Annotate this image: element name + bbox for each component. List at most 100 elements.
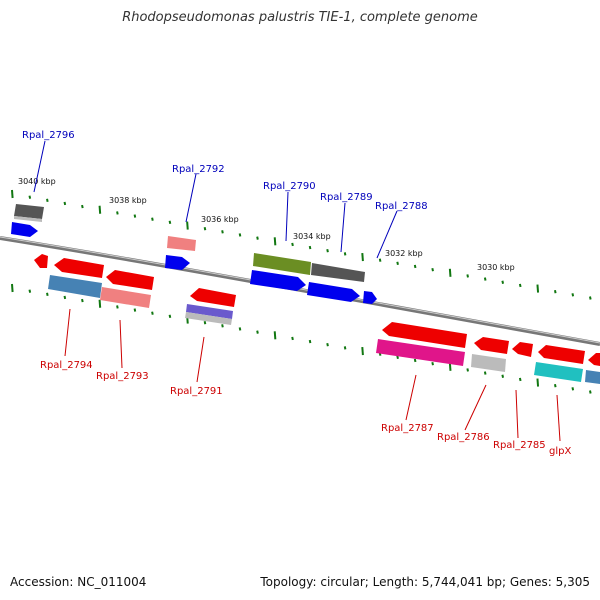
label-rpal-2794[interactable]: Rpal_2794 (40, 360, 93, 371)
scale-tick (361, 252, 364, 262)
scale-tick (273, 237, 277, 246)
genome-summary-text: Topology: circular; Length: 5,744,041 bp… (260, 575, 590, 589)
scale-tick (343, 346, 347, 350)
scale-tick (98, 299, 102, 308)
scale-tick (413, 264, 417, 269)
scale-tick (308, 245, 312, 250)
scale-tick (308, 339, 312, 344)
label-rpal-2791[interactable]: Rpal_2791 (170, 386, 223, 397)
label-rpal-2796[interactable]: Rpal_2796 (22, 130, 75, 141)
top-callouts (33, 140, 398, 259)
scale-tick (28, 289, 32, 293)
scale-tick (221, 324, 224, 328)
scale-label-3034: 3034 kbp (293, 232, 331, 241)
scale-tick (536, 284, 540, 293)
label-rpal-2787[interactable]: Rpal_2787 (381, 423, 434, 434)
scale-tick (81, 204, 84, 209)
scale-tick (466, 368, 469, 372)
gene-arrow-edge-right[interactable] (588, 353, 600, 366)
scale-tick (518, 283, 522, 288)
scale-tick (378, 258, 382, 262)
scale-tick (501, 374, 505, 378)
scale-tick (326, 343, 329, 347)
gene-arrow-rpal-2786[interactable] (471, 337, 509, 372)
reverse-strand-features (34, 254, 600, 384)
bottom-gene-labels: Rpal_2794 Rpal_2793 Rpal_2791 Rpal_2787 … (40, 360, 571, 457)
scale-tick (11, 283, 14, 293)
scale-tick (116, 305, 119, 309)
scale-tick (273, 331, 277, 340)
label-glpx[interactable]: glpX (549, 446, 571, 457)
scale-tick (518, 377, 522, 382)
gene-arrow-rpal-2793[interactable] (100, 270, 154, 308)
scale-tick (203, 320, 207, 325)
scale-tick (553, 290, 557, 294)
scale-tick (589, 390, 592, 394)
scale-tick (291, 242, 294, 247)
scale-tick (553, 384, 557, 388)
scale-tick (361, 346, 364, 356)
scale-tick (536, 378, 540, 387)
gene-arrow-rpal-2792[interactable] (165, 236, 196, 270)
forward-strand-features (11, 204, 377, 304)
accession-text: Accession: NC_011004 (10, 575, 147, 589)
gene-arrow-rpal-2790[interactable] (250, 253, 311, 291)
gene-arrow-small-left[interactable] (34, 254, 48, 268)
scale-tick (589, 296, 592, 300)
scale-tick (256, 330, 259, 334)
scale-tick (238, 233, 242, 237)
label-rpal-2792[interactable]: Rpal_2792 (172, 164, 225, 175)
scale-tick (571, 293, 575, 297)
scale-label-3030: 3030 kbp (477, 263, 515, 272)
gene-arrow-rpal-2785[interactable] (512, 342, 533, 357)
gene-arrow-rpal-2787[interactable] (376, 322, 467, 366)
label-rpal-2793[interactable]: Rpal_2793 (96, 371, 149, 382)
scale-tick (46, 198, 49, 202)
genome-backbone (0, 236, 600, 346)
scale-tick (116, 211, 119, 215)
gene-arrow-rpal-2789[interactable] (307, 263, 365, 302)
scale-tick (151, 217, 154, 221)
scale-tick (326, 249, 329, 253)
scale-tick (448, 268, 452, 277)
scale-tick (483, 371, 487, 375)
scale-tick (151, 311, 154, 315)
scale-tick (571, 387, 575, 391)
scale-tick (63, 201, 67, 206)
scale-tick (483, 277, 487, 281)
scale-tick (256, 236, 259, 240)
scale-tick (221, 230, 224, 234)
gene-arrow-rpal-2796[interactable] (11, 204, 44, 237)
gene-arrow-edge-right-2[interactable] (585, 370, 600, 384)
scale-tick (28, 195, 32, 199)
label-rpal-2785[interactable]: Rpal_2785 (493, 440, 546, 451)
scale-tick (448, 362, 452, 371)
label-rpal-2786[interactable]: Rpal_2786 (437, 432, 490, 443)
scale-tick (168, 314, 172, 319)
scale-tick (431, 361, 434, 366)
scale-tick (501, 280, 505, 284)
scale-label-3040: 3040 kbp (18, 177, 56, 186)
scale-tick (396, 261, 399, 266)
gene-arrow-rpal-2794[interactable] (48, 258, 104, 298)
scale-tick (63, 295, 67, 300)
scale-tick (46, 292, 49, 296)
scale-tick (413, 358, 417, 363)
scale-tick (466, 274, 469, 278)
scale-tick (98, 205, 102, 214)
scale-tick (238, 327, 242, 331)
gene-arrow-rpal-2788[interactable] (363, 291, 377, 304)
label-rpal-2788[interactable]: Rpal_2788 (375, 201, 428, 212)
scale-tick (396, 355, 399, 360)
scale-tick (431, 267, 434, 272)
scale-label-3038: 3038 kbp (109, 196, 147, 205)
scale-label-3036: 3036 kbp (201, 215, 239, 224)
gene-arrow-glpx[interactable] (534, 345, 585, 382)
label-rpal-2790[interactable]: Rpal_2790 (263, 181, 316, 192)
scale-tick (203, 226, 207, 231)
label-rpal-2789[interactable]: Rpal_2789 (320, 192, 373, 203)
gene-arrow-rpal-2791[interactable] (185, 288, 236, 325)
top-gene-labels: Rpal_2796 Rpal_2792 Rpal_2790 Rpal_2789 … (22, 130, 428, 212)
